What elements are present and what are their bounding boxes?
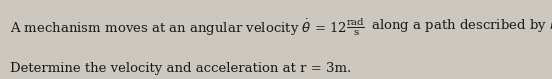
Text: rad: rad [347, 18, 364, 27]
Text: along a path described by $r$ = 1.5$\theta$ $m$.: along a path described by $r$ = 1.5$\the… [367, 17, 552, 34]
Text: s: s [353, 28, 358, 37]
Text: Determine the velocity and acceleration at r = 3m.: Determine the velocity and acceleration … [10, 62, 351, 75]
Text: A mechanism moves at an angular velocity $\dot{\theta}$ = 12: A mechanism moves at an angular velocity… [10, 17, 347, 38]
